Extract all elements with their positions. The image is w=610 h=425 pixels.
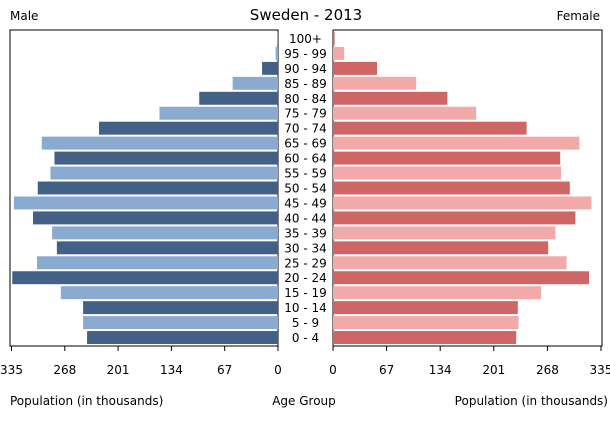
male-bar (52, 226, 278, 240)
age-group-label: 30 - 34 (284, 241, 327, 255)
male-bar (50, 166, 279, 180)
female-bar (333, 91, 448, 105)
female-bar (333, 241, 549, 255)
age-group-label: 90 - 94 (284, 62, 327, 76)
age-group-label: 10 - 14 (284, 301, 327, 315)
female-bar (333, 211, 576, 225)
left-tick-label: 335 (0, 363, 23, 377)
female-bar (333, 226, 556, 240)
age-group-label: 0 - 4 (292, 331, 319, 345)
age-group-label: 60 - 64 (284, 152, 327, 166)
age-group-label: 35 - 39 (284, 226, 327, 240)
right-tick-label: 134 (429, 363, 452, 377)
female-bar (333, 121, 527, 135)
male-label: Male (10, 9, 38, 23)
male-bar (275, 46, 278, 60)
female-bar (333, 196, 592, 210)
female-bar (333, 151, 561, 165)
female-bar (333, 166, 561, 180)
female-bar (333, 32, 335, 45)
right-tick-label: 268 (536, 363, 559, 377)
female-bar (333, 76, 417, 90)
male-bar (159, 106, 278, 120)
age-group-label: 70 - 74 (284, 122, 327, 136)
male-bars (12, 32, 279, 344)
left-tick-label: 67 (217, 363, 232, 377)
left-axis-ticks: 335 268 201 134 67 0 (0, 346, 282, 377)
right-tick-label: 335 (590, 363, 610, 377)
left-tick-label: 0 (274, 363, 282, 377)
male-bar (32, 211, 279, 225)
age-group-label: 40 - 44 (284, 211, 327, 225)
female-bar (333, 106, 477, 120)
male-bar (41, 136, 278, 150)
age-group-label: 5 - 9 (292, 316, 319, 330)
male-bar (36, 256, 279, 270)
male-bar (83, 301, 278, 315)
center-axis-label: Age Group (272, 394, 336, 408)
age-group-label: 80 - 84 (284, 92, 327, 106)
male-bar (54, 151, 279, 165)
age-group-label: 65 - 69 (284, 137, 327, 151)
right-axis-label: Population (in thousands) (455, 394, 608, 408)
age-group-label: 95 - 99 (284, 47, 327, 61)
male-bar (37, 181, 278, 195)
male-bar (83, 316, 278, 330)
female-bar (333, 271, 589, 285)
female-bar (333, 256, 567, 270)
age-group-label: 15 - 19 (284, 286, 327, 300)
male-bar (60, 286, 278, 300)
male-bar (199, 91, 278, 105)
male-bar (262, 61, 278, 75)
age-group-label: 55 - 59 (284, 167, 327, 181)
age-group-label: 20 - 24 (284, 271, 327, 285)
age-group-label: 25 - 29 (284, 256, 327, 270)
right-tick-label: 67 (379, 363, 394, 377)
left-tick-label: 201 (107, 363, 130, 377)
age-group-label: 100+ (289, 32, 322, 46)
age-group-label: 75 - 79 (284, 107, 327, 121)
right-axis-ticks: 0 67 134 201 268 335 (329, 346, 610, 377)
female-bar (333, 46, 345, 60)
age-group-label: 85 - 89 (284, 77, 327, 91)
left-tick-label: 134 (160, 363, 183, 377)
female-bar (333, 61, 377, 75)
female-bar (333, 136, 580, 150)
right-tick-label: 201 (482, 363, 505, 377)
right-tick-label: 0 (329, 363, 337, 377)
male-bar (87, 331, 279, 344)
female-bar (333, 181, 570, 195)
female-bars (333, 32, 592, 344)
male-bar (13, 196, 279, 210)
female-bar (333, 301, 518, 315)
male-bar (12, 271, 278, 285)
male-bar (56, 241, 279, 255)
female-bar (333, 316, 519, 330)
male-bar (232, 76, 278, 90)
female-bar (333, 286, 541, 300)
male-bar (99, 121, 278, 135)
left-axis-label: Population (in thousands) (10, 394, 163, 408)
chart-title: Sweden - 2013 (250, 6, 362, 24)
left-tick-label: 268 (53, 363, 76, 377)
female-label: Female (557, 9, 600, 23)
female-bar (333, 331, 517, 344)
age-group-label: 45 - 49 (284, 196, 327, 210)
age-group-label: 50 - 54 (284, 182, 327, 196)
